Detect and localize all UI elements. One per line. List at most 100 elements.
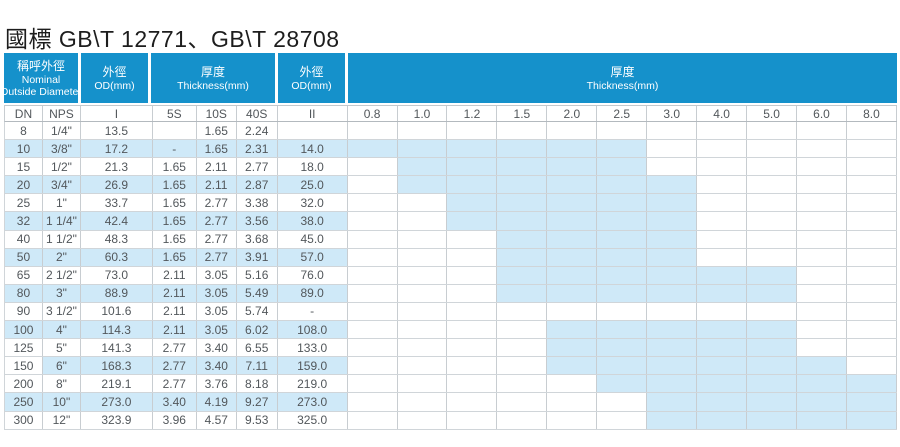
cell-thickness-0.8 [348,411,398,429]
cell-thickness-4.0 [697,230,748,248]
cell-thickness-2.5 [597,194,648,212]
table-row: 100 4" 114.3 2.11 3.05 6.02 108.0 [4,321,897,340]
cell-thickness-8.0 [847,302,897,321]
cell-thickness-0.8 [348,393,398,411]
cell-dn: 250 [5,393,43,411]
cell-thickness-4.0 [697,375,748,393]
cell-thickness-8.0 [846,375,897,393]
cell-nps: 5" [43,339,81,357]
cell-dn: 20 [5,176,43,194]
cell-thickness-4.0 [697,248,748,266]
cell-thickness-2.5 [597,339,648,357]
cell-od1: 73.0 [81,266,153,284]
cell-nps: 1" [43,194,81,212]
cell-od1: 323.9 [81,411,153,429]
cell-thickness-3.0 [647,140,698,158]
cell-thickness-4.0 [697,411,748,429]
cell-thickness-4.0 [697,321,748,339]
header-group-nominal-outside-diameter: 稱呼外徑 Nominal Outside Diameter [0,53,82,103]
cell-thickness-1.2 [447,393,498,411]
cell-thickness-2.0 [547,357,598,375]
cell-dn: 65 [5,266,43,284]
table-row: 125 5" 141.3 2.77 3.40 6.55 133.0 [4,339,897,358]
cell-thickness-2.5 [597,284,648,302]
cell-thickness-2.0 [547,194,598,212]
cell-thickness-1.0 [398,357,448,375]
cell-nps: 3/4" [42,176,81,194]
cell-thickness-2.0 [547,411,598,429]
cell-thickness-5.0 [747,411,798,429]
table-row: 250 10" 273.0 3.40 4.19 9.27 273.0 [4,393,897,412]
subheader-thickness-2.0: 2.0 [547,106,598,121]
cell-thickness-6.0 [797,122,847,140]
cell-od2: 159.0 [277,357,348,375]
cell-s40: 2.31 [236,140,278,158]
cell-dn: 32 [5,212,43,230]
header-group-od-2: 外徑 OD(mm) [278,53,348,103]
cell-od1: 33.7 [81,194,153,212]
cell-od2: 219.0 [278,375,348,393]
header-label-en2: Outside Diameter [0,85,82,98]
cell-thickness-5.0 [747,212,798,230]
cell-thickness-6.0 [797,248,847,266]
cell-s40: 6.02 [236,321,278,339]
cell-thickness-4.0 [697,194,748,212]
cell-nps: 4" [42,321,81,339]
cell-thickness-1.5 [497,284,548,302]
cell-thickness-2.0 [547,176,598,194]
cell-thickness-1.5 [497,266,548,284]
cell-thickness-1.5 [497,248,548,266]
cell-od1: 114.3 [80,321,153,339]
cell-thickness-2.0 [547,302,598,321]
cell-thickness-2.0 [547,140,598,158]
cell-thickness-2.5 [597,176,648,194]
subheader-thickness-2.5: 2.5 [597,106,648,121]
cell-thickness-8.0 [847,158,897,176]
cell-nps: 3/8" [42,140,81,158]
cell-thickness-1.5 [497,357,548,375]
cell-thickness-1.0 [398,339,448,357]
cell-thickness-1.2 [447,194,498,212]
cell-thickness-2.0 [547,339,598,357]
cell-thickness-3.0 [647,212,698,230]
cell-thickness-0.8 [348,321,398,339]
cell-s40: 2.87 [236,176,278,194]
header-label-en: Thickness(mm) [586,79,659,92]
cell-thickness-1.2 [447,176,498,194]
header-label-zh: 厚度 [200,64,225,79]
cell-s5: 3.40 [152,393,197,411]
cell-od1: 273.0 [80,393,153,411]
cell-thickness-2.5 [597,212,648,230]
cell-thickness-3.0 [647,230,698,248]
cell-nps: 1/2" [43,158,81,176]
cell-thickness-0.8 [348,248,398,266]
subheader-od-ii: II [278,106,348,121]
cell-thickness-4.0 [697,357,748,375]
cell-od1: 60.3 [80,248,153,266]
cell-thickness-2.0 [547,122,598,140]
cell-thickness-6.0 [797,158,847,176]
cell-dn: 100 [5,321,43,339]
cell-thickness-5.0 [747,194,798,212]
cell-thickness-1.0 [398,284,448,302]
cell-thickness-8.0 [847,321,897,339]
cell-thickness-1.2 [447,158,498,176]
cell-thickness-1.0 [398,194,448,212]
cell-dn: 10 [5,140,43,158]
cell-s5: 1.65 [153,158,197,176]
cell-thickness-2.5 [597,321,648,339]
cell-od2 [278,122,348,140]
cell-thickness-4.0 [697,393,748,411]
cell-thickness-5.0 [747,393,798,411]
cell-nps: 10" [42,393,81,411]
cell-thickness-1.2 [447,248,498,266]
cell-thickness-2.5 [597,302,648,321]
cell-thickness-2.5 [597,230,648,248]
cell-dn: 80 [5,284,43,302]
cell-s5: 2.77 [152,357,197,375]
cell-thickness-3.0 [647,302,698,321]
cell-thickness-6.0 [797,357,847,375]
cell-thickness-3.0 [647,158,698,176]
cell-thickness-4.0 [697,339,748,357]
cell-od2: 89.0 [277,284,348,302]
